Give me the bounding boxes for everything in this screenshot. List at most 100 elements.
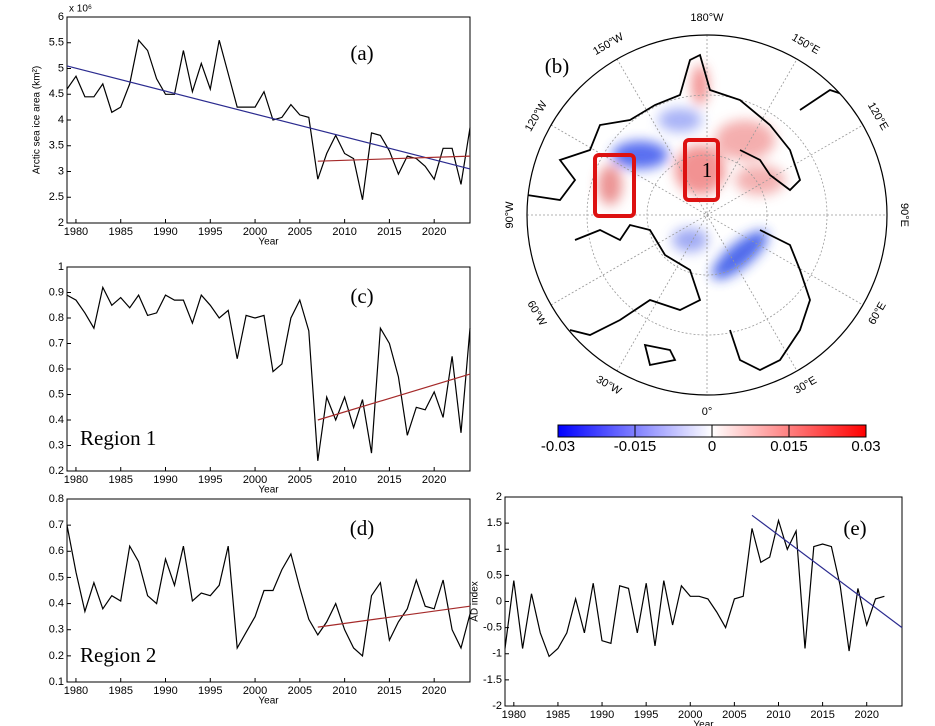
- y-tick-label: 2.5: [49, 191, 64, 203]
- x-tick-label: 2015: [810, 709, 834, 721]
- x-tick-label: 2020: [422, 474, 446, 486]
- graticule: [527, 35, 887, 395]
- x-tick-label: 2005: [722, 709, 746, 721]
- longitude-label: 90°W: [504, 201, 516, 229]
- y-tick-label: 4: [58, 114, 64, 126]
- x-tick-label: 2000: [243, 685, 267, 697]
- x-tick-label: 2020: [422, 226, 446, 238]
- trend-line: [317, 605, 471, 628]
- y-tick-label: 0.3: [49, 624, 64, 636]
- y-multiplier: x 10⁶: [69, 4, 92, 15]
- region-box: [683, 138, 720, 202]
- longitude-label: 60°E: [866, 300, 888, 327]
- x-axis-label: Year: [693, 720, 714, 726]
- y-tick-label: -1.5: [483, 674, 502, 686]
- trend-line: [317, 373, 471, 421]
- x-tick-label: 2010: [766, 709, 790, 721]
- y-tick-label: 3: [58, 165, 64, 177]
- longitude-label: 180°W: [690, 12, 724, 24]
- y-tick-label: 0.7: [49, 337, 64, 349]
- trend-line: [751, 514, 903, 629]
- trend-line: [66, 65, 471, 170]
- y-tick-label: 2: [58, 217, 64, 229]
- x-tick-label: 1990: [153, 685, 177, 697]
- y-tick-label: 0.2: [49, 650, 64, 662]
- longitude-label: 150°E: [790, 32, 822, 57]
- y-tick-label: 1: [496, 543, 502, 555]
- x-tick-label: 2010: [332, 226, 356, 238]
- x-axis-label: Year: [258, 485, 279, 496]
- x-axis-label: Year: [258, 696, 279, 707]
- longitude-label: 30°E: [792, 374, 819, 396]
- y-tick-label: 0.1: [49, 676, 64, 688]
- x-tick-label: 1985: [108, 685, 132, 697]
- annotation: Region 2: [80, 643, 156, 667]
- x-tick-label: 2015: [377, 474, 401, 486]
- x-tick-label: 1995: [198, 685, 222, 697]
- x-tick-label: 2020: [422, 685, 446, 697]
- x-tick-label: 2005: [288, 474, 312, 486]
- x-tick-label: 1980: [64, 685, 88, 697]
- x-tick-label: 1980: [502, 709, 526, 721]
- colorbar-tick-label: -0.015: [614, 438, 657, 455]
- x-axis-label: Year: [258, 237, 279, 248]
- y-tick-label: 3.5: [49, 140, 64, 152]
- longitude-label: 0°: [702, 406, 713, 418]
- y-tick-label: 0.3: [49, 439, 64, 451]
- y-tick-label: -1: [492, 648, 502, 660]
- longitude-label: 150°W: [591, 31, 626, 58]
- y-axis-label: Arctic sea ice area (km²): [32, 66, 43, 174]
- panel-label: (d): [350, 516, 375, 540]
- x-tick-label: 1985: [546, 709, 570, 721]
- panel-label: (b): [545, 54, 570, 78]
- colorbar-tick-label: 0.03: [851, 438, 880, 455]
- x-tick-label: 1985: [108, 226, 132, 238]
- y-tick-label: 2: [496, 491, 502, 503]
- y-tick-label: 1: [58, 261, 64, 273]
- y-tick-label: 0.6: [49, 545, 64, 557]
- y-tick-label: 6: [58, 11, 64, 23]
- y-tick-label: 5.5: [49, 37, 64, 49]
- x-tick-label: 1980: [64, 474, 88, 486]
- x-tick-label: 2005: [288, 685, 312, 697]
- y-tick-label: 4.5: [49, 88, 64, 100]
- longitude-label: 120°E: [865, 100, 890, 132]
- series-line: [66, 285, 471, 461]
- region-box: [593, 153, 636, 218]
- y-axis-label: AD index: [470, 581, 481, 622]
- series-line: [66, 524, 471, 658]
- x-tick-label: 1985: [108, 474, 132, 486]
- x-tick-label: 1990: [153, 226, 177, 238]
- plot-frame: [66, 16, 471, 224]
- map-field: [527, 35, 887, 395]
- longitude-label: 30°W: [594, 374, 624, 398]
- longitude-label: 90°E: [898, 203, 910, 227]
- y-tick-label: 0.4: [49, 414, 64, 426]
- x-tick-label: 2015: [377, 226, 401, 238]
- series-line: [66, 38, 471, 200]
- colorbar-tick-label: 0: [708, 438, 716, 455]
- x-tick-label: 2015: [377, 685, 401, 697]
- y-tick-label: 0.5: [487, 569, 502, 581]
- x-tick-label: 1990: [590, 709, 614, 721]
- y-tick-label: 0.6: [49, 363, 64, 375]
- longitude-label: 120°W: [523, 99, 550, 134]
- plot-frame: [66, 498, 471, 683]
- trend-line: [317, 155, 471, 162]
- y-tick-label: 0: [496, 595, 502, 607]
- x-tick-label: 1980: [64, 226, 88, 238]
- x-tick-label: 2010: [332, 474, 356, 486]
- y-tick-label: 0.5: [49, 388, 64, 400]
- panel-label: (e): [843, 516, 866, 540]
- panel-label: (a): [350, 41, 373, 65]
- longitude-label: 60°W: [525, 299, 549, 329]
- y-tick-label: 0.4: [49, 597, 64, 609]
- y-tick-label: 0.8: [49, 312, 64, 324]
- x-tick-label: 2020: [854, 709, 878, 721]
- y-tick-label: 0.8: [49, 493, 64, 505]
- annotation: Region 1: [80, 426, 156, 450]
- x-tick-label: 1995: [634, 709, 658, 721]
- y-tick-label: 5: [58, 62, 64, 74]
- box-label: 1: [702, 158, 713, 182]
